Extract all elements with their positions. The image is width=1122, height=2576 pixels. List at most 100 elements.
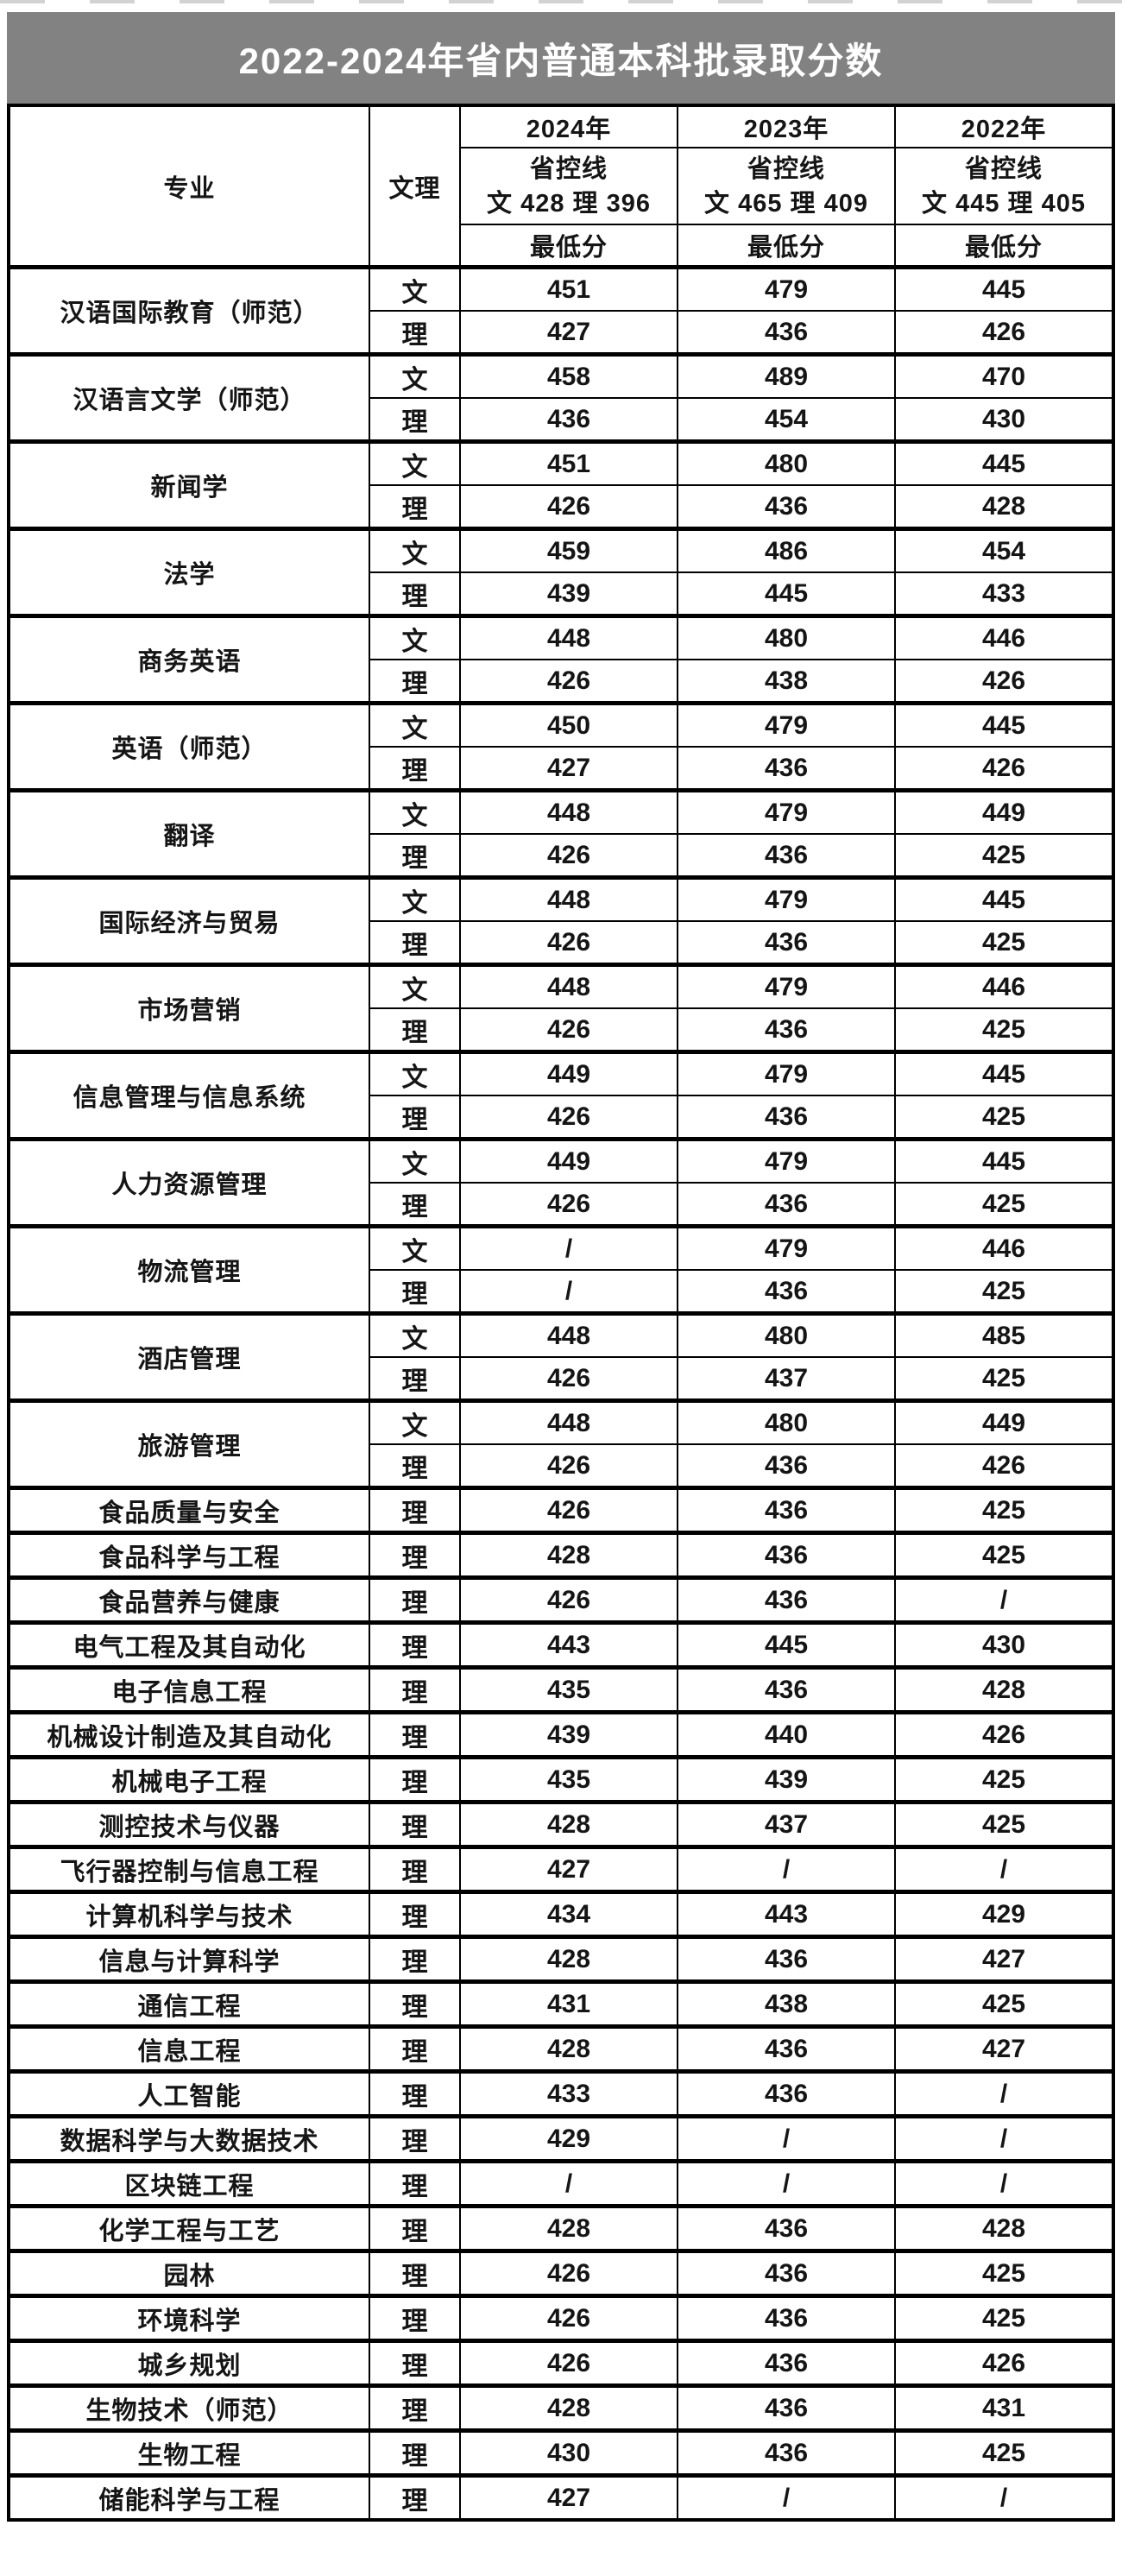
min-score-value-2022: 426 — [894, 659, 1114, 704]
major-name: 电子信息工程 — [8, 1665, 370, 1714]
min-score-value-2024: 428 — [459, 2024, 678, 2073]
min-score-value-2024: 426 — [459, 920, 678, 966]
min-score-value-2023: 436 — [677, 2249, 896, 2297]
min-score-value-2024: 449 — [459, 1137, 678, 1184]
min-score-value-2023: 436 — [677, 1531, 896, 1579]
table-row: 理 426 438 426 — [9, 659, 1114, 704]
table-row: 区块链工程理 / / / — [8, 2159, 1114, 2207]
table-row: 环境科学理 426 436 425 — [8, 2294, 1114, 2342]
table-row: 理 427 436 426 — [9, 746, 1114, 792]
min-score-value-2023: 436 — [677, 2204, 896, 2252]
min-score-value-2022: 425 — [894, 1486, 1114, 1534]
table-row: 理 426 436 425 — [9, 1182, 1114, 1228]
min-score-value-2023: 438 — [677, 1979, 896, 2028]
min-score-value-2023: 436 — [677, 1182, 896, 1228]
min-score-value-2024: 426 — [459, 659, 678, 704]
track-label: 理 — [369, 1665, 461, 1714]
top-edge-artifact — [0, 0, 1122, 3]
table-row: 测控技术与仪器理 428 437 425 — [8, 1800, 1114, 1848]
track-label: 理 — [369, 2249, 461, 2297]
min-score-value-2023: 480 — [677, 614, 896, 660]
min-score-value-2023: 436 — [677, 484, 896, 530]
min-score-value-2022: 431 — [894, 2383, 1114, 2432]
table-row: 储能科学与工程理 427// — [8, 2473, 1114, 2521]
major-name: 环境科学 — [8, 2294, 370, 2342]
min-score-value-2023: 489 — [677, 352, 896, 399]
control-line-label: 省控线 — [529, 155, 608, 183]
track-label: 理 — [369, 1007, 461, 1053]
table-row: 理 426 436 426 — [9, 1443, 1114, 1489]
min-score-value-2022: 425 — [894, 2294, 1114, 2342]
min-score-value-2022: 425 — [894, 2249, 1114, 2297]
min-score-value-2022: 445 — [894, 875, 1114, 922]
min-score-value-2023: 436 — [677, 746, 896, 792]
track-label: 理 — [369, 1575, 461, 1624]
min-score-value-2023: 480 — [677, 1398, 896, 1445]
min-score-value-2022: 425 — [894, 2428, 1114, 2477]
table-row: 计算机科学与技术理 434 443 429 — [8, 1890, 1114, 1938]
min-score-value-2024: 448 — [459, 963, 678, 1009]
min-score-value-2024: 428 — [459, 1531, 678, 1579]
control-line-2023: 省控线 文 465 理 409 — [677, 147, 896, 225]
track-label: 文 — [369, 701, 461, 748]
table-row: 市场营销文 448 479 446 — [8, 963, 1114, 1053]
table-row: 生物技术（师范）理 428 436 431 — [8, 2383, 1114, 2432]
table-row: 生物工程理 430 436 425 — [8, 2428, 1114, 2477]
table-row: 电子信息工程理 435 436 428 — [8, 1665, 1114, 1714]
min-score-value-2023: 480 — [677, 1311, 896, 1358]
min-score-value-2023: 479 — [677, 701, 896, 748]
major-name: 生物技术（师范） — [8, 2383, 370, 2432]
min-score-value-2022: / — [894, 2159, 1114, 2207]
min-score-value-2023: 436 — [677, 1269, 896, 1315]
min-score-header-2022: 最低分 — [894, 224, 1114, 269]
min-score-value-2022: 445 — [894, 265, 1114, 312]
track-label: 文 — [369, 439, 461, 486]
major-name: 翻译 — [8, 788, 370, 879]
min-score-value-2022: 425 — [894, 833, 1114, 879]
track-label: 文 — [369, 1398, 461, 1445]
min-score-value-2024: 448 — [459, 788, 678, 835]
table-row: 信息与计算科学理 428 436 427 — [8, 1935, 1114, 1983]
major-name: 信息与计算科学 — [8, 1935, 370, 1983]
min-score-value-2023: 438 — [677, 659, 896, 704]
major-name: 信息工程 — [8, 2024, 370, 2073]
major-name: 英语（师范） — [8, 701, 370, 792]
track-label: 理 — [369, 746, 461, 792]
track-label: 理 — [369, 1800, 461, 1848]
min-score-value-2023: 479 — [677, 265, 896, 312]
min-score-value-2022: 445 — [894, 701, 1114, 748]
table-row: 理/436 425 — [9, 1269, 1114, 1315]
min-score-value-2023: 439 — [677, 1755, 896, 1803]
min-score-value-2023: / — [677, 2159, 896, 2207]
min-score-value-2023: 445 — [677, 1620, 896, 1669]
min-score-value-2024: 426 — [459, 2249, 678, 2297]
table-row: 飞行器控制与信息工程理 427// — [8, 1845, 1114, 1893]
min-score-value-2023: 436 — [677, 2383, 896, 2432]
min-score-value-2024: 459 — [459, 527, 678, 573]
min-score-value-2022: 433 — [894, 571, 1114, 617]
min-score-value-2022: 425 — [894, 1356, 1114, 1402]
min-score-value-2022: 425 — [894, 1755, 1114, 1803]
min-score-value-2023: 479 — [677, 963, 896, 1009]
min-score-value-2022: / — [894, 1575, 1114, 1624]
track-label: 理 — [369, 1486, 461, 1534]
min-score-value-2023: 436 — [677, 1575, 896, 1624]
min-score-value-2024: 448 — [459, 1398, 678, 1445]
track-label: 理 — [369, 310, 461, 356]
table-row: 旅游管理文 448 480 449 — [8, 1398, 1114, 1489]
min-score-value-2024: 439 — [459, 1710, 678, 1758]
min-score-value-2023: 440 — [677, 1710, 896, 1758]
major-name: 飞行器控制与信息工程 — [8, 1845, 370, 1893]
track-label: 理 — [369, 2473, 461, 2521]
min-score-value-2023: 436 — [677, 1443, 896, 1489]
track-label: 文 — [369, 1224, 461, 1271]
min-score-value-2023: 479 — [677, 1224, 896, 1271]
track-label: 文 — [369, 875, 461, 922]
track-label: 文 — [369, 352, 461, 399]
min-score-value-2022: 425 — [894, 1531, 1114, 1579]
min-score-value-2022: 425 — [894, 1095, 1114, 1140]
min-score-value-2024: 428 — [459, 2383, 678, 2432]
page-title: 2022-2024年省内普通本科批录取分数 — [238, 40, 884, 81]
table-row: 理 426 436 425 — [9, 833, 1114, 879]
min-score-value-2022: 426 — [894, 1443, 1114, 1489]
